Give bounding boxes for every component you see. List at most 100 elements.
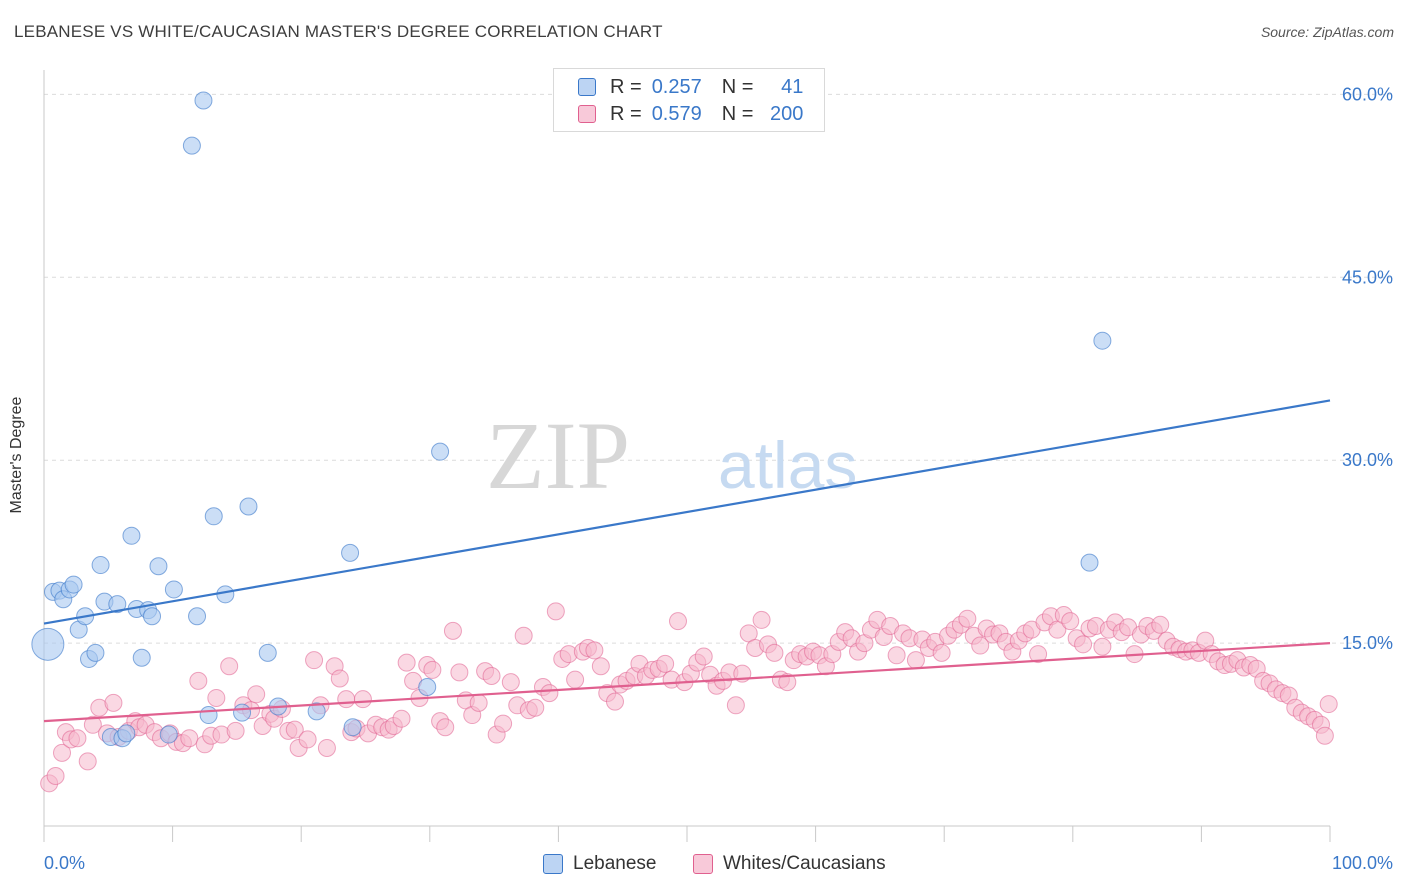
- whites-point: [298, 730, 317, 749]
- tick-label-layer: 15.0% 30.0% 45.0% 60.0% 0.0% 100.0%: [44, 84, 1393, 873]
- whites-point: [540, 684, 559, 703]
- whites-point: [397, 653, 416, 672]
- stats-legend: R = 0.257 N = 41 R = 0.579 N = 200: [553, 68, 825, 132]
- whites-point: [971, 636, 990, 655]
- whites-point: [1315, 726, 1334, 745]
- lebanese-point: [194, 91, 213, 110]
- whites-point: [752, 610, 771, 629]
- lebanese-trend-line: [43, 399, 1331, 625]
- watermark: ZIP atlas: [486, 402, 857, 509]
- lebanese-point: [31, 627, 65, 661]
- whites-point: [1151, 615, 1170, 634]
- whites-point: [220, 657, 239, 676]
- lebanese-point: [216, 585, 235, 604]
- whites-point: [1093, 637, 1112, 656]
- whites-point: [585, 641, 604, 660]
- whites-point: [46, 767, 65, 786]
- source-label: Source: ZipAtlas.com: [1260, 24, 1394, 40]
- whites-point: [501, 673, 520, 692]
- whites-point: [906, 651, 925, 670]
- bottom-legend-whites-label: Whites/Caucasians: [723, 853, 886, 874]
- lebanese-point: [164, 580, 183, 599]
- watermark-atlas: atlas: [718, 428, 857, 502]
- lebanese-point: [239, 497, 258, 516]
- whites-point: [68, 729, 87, 748]
- whites-point: [180, 729, 199, 748]
- whites-point: [1074, 635, 1093, 654]
- grid-layer: [44, 93, 1392, 644]
- whites-point: [526, 698, 545, 717]
- legend-n-value: 200: [770, 102, 804, 125]
- whites-point: [78, 752, 97, 771]
- whites-point: [566, 670, 585, 689]
- lebanese-point: [132, 648, 151, 667]
- bottom-legend-lebanese-label: Lebanese: [573, 853, 657, 874]
- whites-point: [546, 602, 565, 621]
- lebanese-point: [233, 703, 252, 722]
- lebanese-point: [122, 526, 141, 545]
- lebanese-point: [431, 442, 450, 461]
- axis-layer: [43, 70, 1331, 842]
- legend-row-whites: R = 0.579 N = 200: [578, 102, 803, 126]
- whites-point: [958, 609, 977, 628]
- whites-point: [726, 696, 745, 715]
- bottom-legend-lebanese: Lebanese: [543, 852, 656, 876]
- whites-point: [887, 646, 906, 665]
- whites-point: [1061, 612, 1080, 631]
- whites-point: [53, 743, 72, 762]
- whites-point: [778, 673, 797, 692]
- whites-point: [330, 669, 349, 688]
- lebanese-point: [307, 702, 326, 721]
- y-axis-label: Master's Degree: [8, 396, 25, 514]
- lebanese-point: [143, 607, 162, 626]
- y-tick-label: 30.0%: [1342, 450, 1393, 470]
- lebanese-point: [108, 595, 127, 614]
- whites-point: [450, 663, 469, 682]
- whites-point: [247, 685, 266, 704]
- whites-point: [591, 657, 610, 676]
- lebanese-point: [1080, 553, 1099, 572]
- lebanese-point: [204, 507, 223, 526]
- whites-point: [423, 660, 442, 679]
- whites-point: [514, 626, 533, 645]
- legend-n-label: N =: [721, 102, 754, 125]
- x-tick-label: 0.0%: [44, 853, 85, 873]
- legend-n-value: 41: [781, 75, 804, 98]
- whites-point: [1029, 645, 1048, 664]
- whites-point: [605, 692, 624, 711]
- lebanese-point: [341, 543, 360, 562]
- whites-point: [207, 688, 226, 707]
- bottom-legend-whites: Whites/Caucasians: [693, 852, 886, 876]
- whites-point: [656, 654, 675, 673]
- whites-point: [317, 738, 336, 757]
- whites-point: [189, 671, 208, 690]
- legend-r-label: R =: [610, 102, 642, 125]
- whites-point: [932, 643, 951, 662]
- legend-row-lebanese: R = 0.257 N = 41: [578, 75, 803, 99]
- bottom-swatch-whites: [693, 854, 713, 874]
- chart-title: LEBANESE VS WHITE/CAUCASIAN MASTER'S DEG…: [14, 22, 663, 41]
- whites-point: [104, 693, 123, 712]
- whites-point: [392, 709, 411, 728]
- lebanese-point: [64, 575, 83, 594]
- whites-point: [353, 690, 372, 709]
- bottom-swatch-lebanese: [543, 854, 563, 874]
- lebanese-point: [188, 607, 207, 626]
- whites-point: [305, 651, 324, 670]
- whites-point: [494, 714, 513, 733]
- lebanese-point: [86, 643, 105, 662]
- whites-point: [226, 721, 245, 740]
- lebanese-point: [199, 706, 218, 725]
- x-tick-label: 100.0%: [1332, 853, 1393, 873]
- whites-points-layer: [40, 602, 1338, 793]
- whites-point: [285, 720, 304, 739]
- whites-point: [83, 715, 102, 734]
- lebanese-point: [343, 718, 362, 737]
- y-tick-label: 45.0%: [1342, 267, 1393, 287]
- whites-trend-line: [43, 641, 1331, 723]
- whites-point: [443, 621, 462, 640]
- whites-point: [694, 647, 713, 666]
- y-tick-label: 15.0%: [1342, 633, 1393, 653]
- whites-point: [436, 718, 455, 737]
